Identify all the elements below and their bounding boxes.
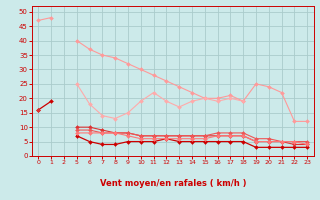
X-axis label: Vent moyen/en rafales ( km/h ): Vent moyen/en rafales ( km/h ) (100, 179, 246, 188)
